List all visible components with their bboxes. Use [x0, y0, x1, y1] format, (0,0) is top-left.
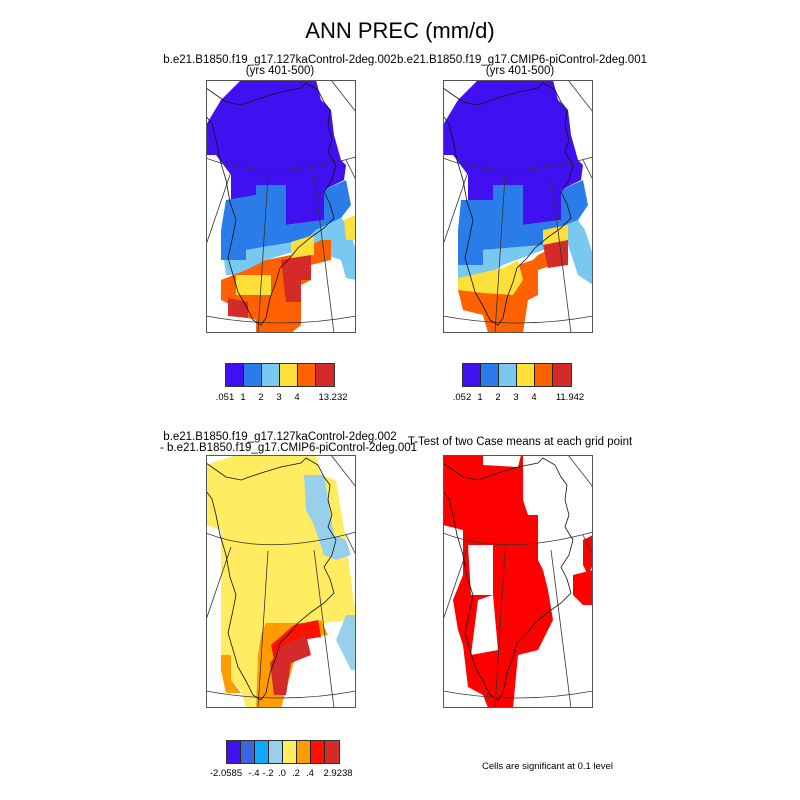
colorbar-tick-label: -.2	[262, 768, 274, 779]
region-significant-3	[573, 570, 593, 605]
colorbar-swatch	[269, 741, 283, 763]
panel-1-svg	[206, 80, 356, 333]
region-purple	[206, 80, 346, 225]
colorbar-tick-label: 3	[276, 392, 282, 403]
colorbar-3	[226, 740, 340, 764]
region-red-1	[281, 255, 311, 302]
region-darkred	[270, 635, 311, 695]
colorbar-swatch	[481, 364, 499, 386]
colorbar-swatch	[553, 364, 571, 386]
colorbar-tick-label: .2	[292, 768, 300, 779]
colorbar-tick-label: .052	[452, 392, 472, 403]
region-hole-2	[471, 595, 498, 655]
region-blue	[221, 180, 351, 260]
panel-4-title-line: T-Test of two Case means at each grid po…	[407, 436, 633, 448]
region-lightblue-2	[336, 615, 356, 670]
colorbar-swatch	[316, 364, 334, 386]
panel-1-title-line: b.e21.B1850.f19_g17.127kaControl-2deg.00…	[163, 54, 397, 66]
colorbar-swatch	[244, 364, 262, 386]
region-lightblue	[304, 475, 351, 560]
colorbar-swatch	[463, 364, 481, 386]
colorbar-swatch	[227, 741, 241, 763]
region-yellow-1	[458, 260, 523, 295]
colorbar-swatch	[255, 741, 269, 763]
colorbar-tick-label: 1	[477, 392, 483, 403]
colorbar-tick-label: 3	[513, 392, 519, 403]
colorbar-swatch	[499, 364, 517, 386]
colorbar-tick-label: .051	[215, 392, 235, 403]
colorbar-swatch	[280, 364, 298, 386]
panel-3-title-line: b.e21.B1850.f19_g17.127kaControl-2deg.00…	[163, 431, 397, 443]
colorbar-tick-label: 1	[240, 392, 246, 403]
panel-3-subtitle: - b.e21.B1850.f19_g17.CMIP6-piControl-2d…	[160, 442, 418, 454]
colorbar-swatch	[262, 364, 280, 386]
panel-2-map	[443, 80, 593, 333]
panel-3-svg	[206, 455, 356, 708]
region-significant	[443, 455, 553, 708]
colorbar-2	[462, 363, 572, 387]
colorbar-tick-label: 13.232	[318, 392, 348, 403]
main-title: ANN PREC (mm/d)	[305, 18, 495, 43]
colorbar-swatch	[241, 741, 255, 763]
panel-3-title: b.e21.B1850.f19_g17.127kaControl-2deg.00…	[160, 431, 418, 454]
colorbar-tick-label: 4	[294, 392, 300, 403]
panel-4-map	[443, 455, 593, 708]
panel-1-map	[206, 80, 356, 333]
colorbar-tick-label: 4	[531, 392, 537, 403]
region-hole-1	[468, 545, 493, 595]
panel-4-title: T-Test of two Case means at each grid po…	[400, 436, 640, 448]
region-significant-2	[583, 535, 593, 575]
colorbar-tick-label: .4	[306, 768, 314, 779]
panel-3-map	[206, 455, 356, 708]
region-yellow-1	[236, 275, 271, 295]
colorbar-swatch	[517, 364, 535, 386]
panel-1-title: b.e21.B1850.f19_g17.127kaControl-2deg.00…	[160, 54, 400, 77]
region-red-2	[228, 298, 248, 318]
colorbar-swatch	[297, 741, 311, 763]
region-yellow-3	[344, 215, 356, 240]
colorbar-swatch	[535, 364, 553, 386]
colorbar-tick-label: 2	[495, 392, 501, 403]
panel-2-title: b.e21.B1850.f19_g17.CMIP6-piControl-2deg…	[397, 54, 647, 77]
significance-note: Cells are significant at 0.1 level	[482, 761, 613, 772]
colorbar-swatch	[325, 741, 339, 763]
colorbar-swatch	[311, 741, 325, 763]
colorbar-swatch	[226, 364, 244, 386]
colorbar-swatch	[298, 364, 316, 386]
colorbar-swatch	[283, 741, 297, 763]
panel-1-subtitle: (yrs 401-500)	[245, 65, 315, 77]
panel-2-subtitle: (yrs 401-500)	[485, 65, 555, 77]
colorbar-tick-label: -.4	[248, 768, 260, 779]
colorbar-tick-label: .0	[278, 768, 286, 779]
panel-2-svg	[443, 80, 593, 333]
region-purple	[443, 80, 583, 225]
region-blue	[458, 180, 588, 265]
colorbar-tick-label: 11.942	[555, 392, 585, 403]
colorbar-tick-label: 2	[258, 392, 264, 403]
colorbar-1	[225, 363, 335, 387]
region-yellow-2	[291, 235, 314, 258]
panel-2-title-line: b.e21.B1850.f19_g17.CMIP6-piControl-2deg…	[397, 54, 647, 66]
colorbar-tick-label: -2.0585	[209, 768, 243, 779]
panel-4-svg	[443, 455, 593, 708]
colorbar-tick-label: 2.9238	[323, 768, 353, 779]
region-orange-2	[221, 655, 241, 693]
